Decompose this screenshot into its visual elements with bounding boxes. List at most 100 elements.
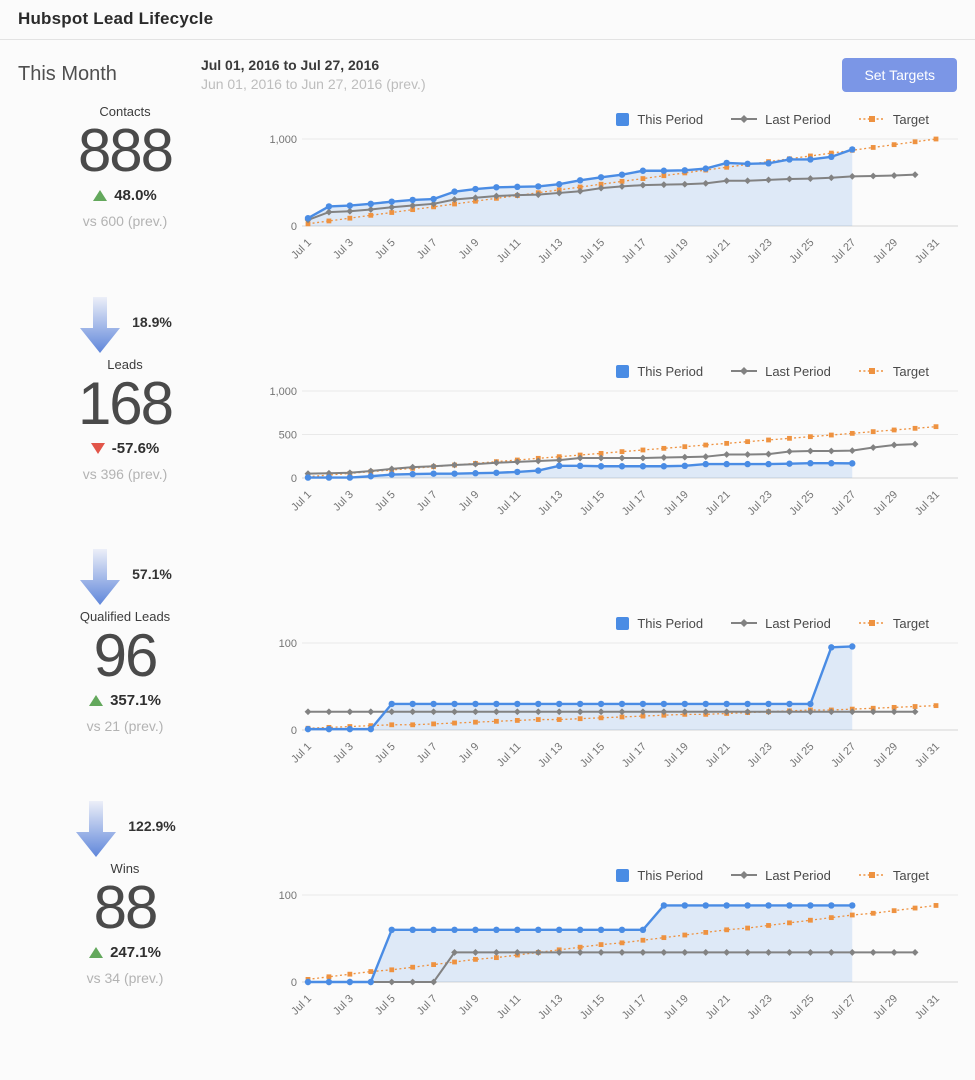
stage-value: 88 [93,873,159,941]
conversion-block: 57.1% [0,535,250,609]
svg-text:0: 0 [291,725,297,737]
legend-target: Target [858,364,929,379]
svg-text:Jul 3: Jul 3 [331,488,356,513]
chart-legend: This Period Last Period Target [250,364,929,379]
section-leads: 18.9% Leads 168 -57.6% vs 396 (prev.) Th… [0,283,975,535]
svg-text:Jul 9: Jul 9 [457,740,482,765]
change-percent: -57.6% [111,439,160,457]
svg-text:Jul 3: Jul 3 [331,992,356,1017]
svg-text:Jul 23: Jul 23 [745,992,774,1021]
section-wins: 122.9% Wins 88 247.1% vs 34 (prev.) This… [0,787,975,1039]
chart-qualified-leads: 0 100 Jul 1 Jul 3 Jul 5 Jul 7 Jul 9 Jul 11 Jul 1… [279,638,958,770]
legend-last-period: Last Period [731,112,831,127]
svg-text:0: 0 [291,473,297,485]
last-period-marker-icon [731,871,758,880]
change-row: 247.1% [0,944,250,961]
stage-label: Leads [107,356,143,372]
svg-text:Jul 5: Jul 5 [373,740,398,765]
svg-text:Jul 17: Jul 17 [620,488,649,517]
metric-qualified-leads: 57.1% Qualified Leads 96 357.1% vs 21 (p… [0,535,250,787]
change-row: -57.6% [0,440,250,457]
legend-last-period: Last Period [731,364,831,379]
legend-label: Last Period [765,867,831,883]
page-title: Hubspot Lead Lifecycle [18,9,214,28]
svg-text:Jul 19: Jul 19 [662,236,691,265]
dashboard-subheader: This Month Jul 01, 2016 to Jul 27, 2016 … [0,40,975,98]
legend-label: Target [892,111,929,127]
metric-leads: 18.9% Leads 168 -57.6% vs 396 (prev.) [0,283,250,535]
svg-text:Jul 7: Jul 7 [415,740,440,765]
svg-text:Jul 31: Jul 31 [913,488,942,517]
this-period-swatch-icon [616,868,630,882]
trend-up-icon [89,946,104,958]
previous-date-range: Jun 01, 2016 to Jun 27, 2016 (prev.) [200,75,426,92]
legend-last-period: Last Period [731,868,831,883]
svg-text:0: 0 [291,977,297,989]
svg-text:Jul 23: Jul 23 [745,236,774,265]
svg-text:Jul 9: Jul 9 [457,236,482,261]
last-period-marker-icon [731,115,758,124]
stage-value: 168 [77,369,174,437]
svg-text:Jul 11: Jul 11 [495,488,524,517]
svg-text:Jul 1: Jul 1 [289,236,314,261]
change-row: 48.0% [0,187,250,204]
svg-text:Jul 15: Jul 15 [578,992,607,1021]
chart-legend: This Period Last Period Target [250,868,929,883]
svg-text:Jul 3: Jul 3 [331,236,356,261]
svg-text:Jul 25: Jul 25 [787,992,816,1021]
svg-text:Jul 17: Jul 17 [620,236,649,265]
conversion-block: 122.9% [0,787,250,861]
svg-text:Jul 21: Jul 21 [704,236,733,265]
legend-this-period: This Period [616,364,703,379]
svg-text:Jul 11: Jul 11 [495,740,524,769]
legend-label: This Period [637,867,704,883]
svg-text:Jul 27: Jul 27 [829,236,858,265]
set-targets-button[interactable]: Set Targets [842,57,957,92]
svg-text:Jul 5: Jul 5 [373,488,398,513]
legend-label: This Period [637,111,704,127]
this-period-swatch-icon [616,616,630,630]
legend-label: Target [892,867,929,883]
svg-text:Jul 19: Jul 19 [662,992,691,1021]
app-header: Hubspot Lead Lifecycle [0,0,975,40]
svg-text:100: 100 [279,638,297,650]
svg-text:Jul 11: Jul 11 [495,236,524,265]
target-marker-icon [858,620,885,627]
chart-area-leads: This Period Last Period Target 0 500 1,000… [250,283,975,535]
legend-last-period: Last Period [731,616,831,631]
trend-up-icon [89,694,104,706]
svg-text:Jul 31: Jul 31 [913,236,942,265]
svg-text:Jul 29: Jul 29 [871,992,900,1021]
change-row: 357.1% [0,692,250,709]
stage-label: Qualified Leads [79,608,171,624]
metric-wins: 122.9% Wins 88 247.1% vs 34 (prev.) [0,787,250,1039]
svg-text:Jul 19: Jul 19 [662,740,691,769]
svg-text:Jul 13: Jul 13 [536,488,565,517]
previous-value: vs 34 (prev.) [86,969,164,986]
legend-this-period: This Period [616,616,703,631]
down-arrow-icon [80,296,121,353]
target-marker-icon [858,116,885,123]
svg-text:Jul 25: Jul 25 [787,740,816,769]
legend-label: This Period [637,363,704,379]
svg-text:Jul 31: Jul 31 [913,740,942,769]
svg-text:Jul 23: Jul 23 [745,488,774,517]
svg-text:Jul 29: Jul 29 [871,236,900,265]
conversion-rate: 122.9% [128,817,176,834]
stage-label: Contacts [99,103,151,119]
svg-text:Jul 5: Jul 5 [373,236,398,261]
conversion-rate: 18.9% [132,313,172,330]
svg-text:Jul 9: Jul 9 [457,992,482,1017]
svg-text:Jul 13: Jul 13 [536,740,565,769]
legend-label: Last Period [765,111,831,127]
legend-label: Target [892,615,929,631]
chart-area-contacts: This Period Last Period Target 0 1,000 Jul… [250,98,975,283]
svg-text:Jul 7: Jul 7 [415,992,440,1017]
svg-text:Jul 27: Jul 27 [829,488,858,517]
previous-value: vs 600 (prev.) [82,212,168,229]
trend-down-icon [90,442,105,454]
svg-text:Jul 13: Jul 13 [536,236,565,265]
svg-text:Jul 17: Jul 17 [620,992,649,1021]
conversion-rate: 57.1% [132,565,172,582]
change-percent: 48.0% [114,186,157,204]
